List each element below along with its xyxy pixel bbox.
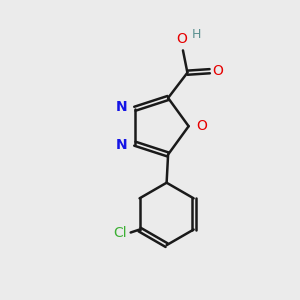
Text: H: H (191, 28, 201, 41)
Text: O: O (196, 119, 207, 133)
Text: O: O (176, 32, 187, 46)
Text: N: N (116, 100, 127, 114)
Text: Cl: Cl (113, 226, 127, 240)
Text: N: N (116, 138, 127, 152)
Text: O: O (213, 64, 224, 78)
